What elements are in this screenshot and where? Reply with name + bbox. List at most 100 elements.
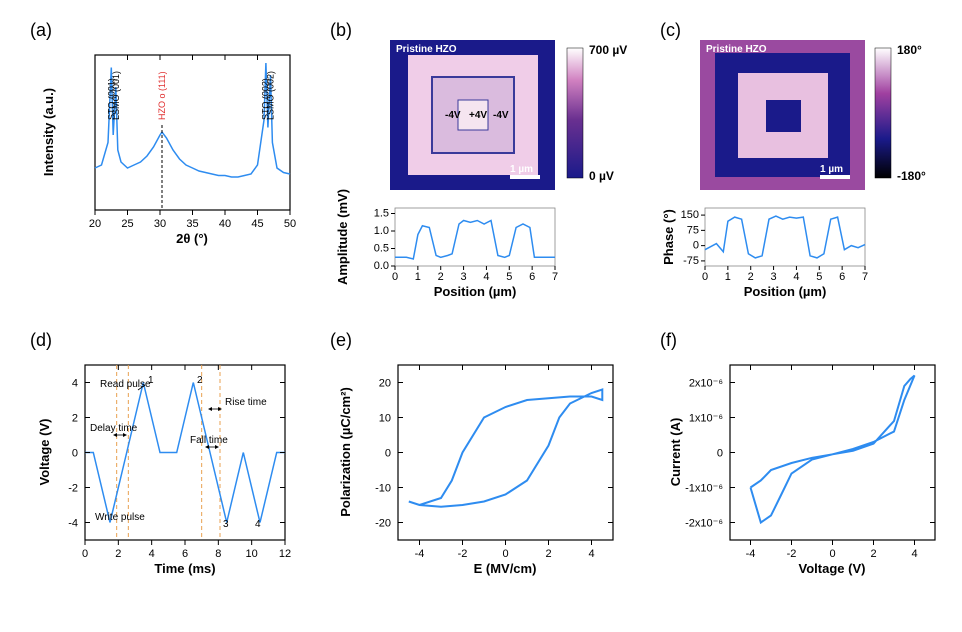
svg-text:1.5: 1.5 <box>374 208 389 220</box>
svg-text:0: 0 <box>717 448 723 460</box>
pund-n2: 2 <box>197 375 203 386</box>
svg-text:-2: -2 <box>68 483 78 495</box>
svg-text:-4: -4 <box>415 548 425 560</box>
svg-text:10: 10 <box>246 548 258 560</box>
svg-text:1: 1 <box>725 271 731 283</box>
panel-a: (a) 20253035404550 STO (001)LSMO (001)HZ… <box>30 20 320 300</box>
panel-b: (b) Pristine HZO -4V +4V -4V 1 µm <box>330 20 650 300</box>
svg-text:2: 2 <box>115 548 121 560</box>
panel-e: (e) -4-2024 -20-1001020 E (MV/cm) Polari… <box>330 330 650 610</box>
pe-xticks: -4-2024 <box>415 365 595 560</box>
phase-profile-line <box>705 216 865 258</box>
phase-xticks: 0 1 2 3 4 5 6 7 <box>702 266 868 283</box>
pfm-phase: Pristine HZO 1 µm 180° -180° <box>660 28 960 308</box>
svg-text:-75: -75 <box>683 255 699 267</box>
amp-xlabel: Position (µm) <box>434 284 517 299</box>
svg-text:HZO o (111): HZO o (111) <box>157 71 167 120</box>
svg-text:4: 4 <box>72 378 78 390</box>
svg-text:0: 0 <box>72 448 78 460</box>
svg-text:45: 45 <box>251 218 263 230</box>
panel-b-label: (b) <box>330 20 352 41</box>
svg-text:30: 30 <box>154 218 166 230</box>
cbA-bot: 0 µV <box>589 169 614 183</box>
svg-text:0: 0 <box>385 448 391 460</box>
iv-chart: -4-2024 -2x10⁻⁶-1x10⁻⁶01x10⁻⁶2x10⁻⁶ Volt… <box>660 350 960 600</box>
svg-text:50: 50 <box>284 218 296 230</box>
svg-text:6: 6 <box>182 548 188 560</box>
svg-text:0: 0 <box>82 548 88 560</box>
svg-text:150: 150 <box>681 209 699 221</box>
svg-text:8: 8 <box>215 548 221 560</box>
svg-text:75: 75 <box>687 224 699 236</box>
svg-text:7: 7 <box>862 271 868 283</box>
svg-text:-20: -20 <box>375 518 391 530</box>
svg-text:-4: -4 <box>68 518 78 530</box>
pund-ylabel: Voltage (V) <box>37 419 52 486</box>
pund-rise: Rise time <box>225 397 267 408</box>
svg-text:0.5: 0.5 <box>374 243 389 255</box>
svg-text:LSMO (001): LSMO (001) <box>111 71 121 120</box>
svg-text:-1x10⁻⁶: -1x10⁻⁶ <box>685 483 723 495</box>
pund-n4: 4 <box>255 519 261 530</box>
xrd-ylabel: Intensity (a.u.) <box>41 88 56 176</box>
svg-text:-4: -4 <box>746 548 756 560</box>
phase-ylabel: Phase (°) <box>661 209 676 265</box>
svg-text:2x10⁻⁶: 2x10⁻⁶ <box>689 378 723 390</box>
svg-text:4: 4 <box>793 271 799 283</box>
svg-text:1: 1 <box>415 271 421 283</box>
svg-text:5: 5 <box>506 271 512 283</box>
amp-profile-line <box>395 221 555 260</box>
xrd-chart: 20253035404550 STO (001)LSMO (001)HZO o … <box>30 40 310 270</box>
svg-text:3: 3 <box>771 271 777 283</box>
svg-text:5: 5 <box>816 271 822 283</box>
pe-xlabel: E (MV/cm) <box>474 561 537 576</box>
svg-text:1x10⁻⁶: 1x10⁻⁶ <box>689 413 723 425</box>
svg-text:1.0: 1.0 <box>374 225 389 237</box>
svg-text:25: 25 <box>121 218 133 230</box>
pe-ylabel: Polarization (µC/cm²) <box>338 387 353 517</box>
pund-readpulse: Read pulse <box>100 379 151 390</box>
cbP-top: 180° <box>897 43 922 57</box>
panel-f-label: (f) <box>660 330 677 351</box>
svg-text:20: 20 <box>89 218 101 230</box>
pfm-amp-title: Pristine HZO <box>396 44 457 55</box>
pe-line <box>409 390 603 507</box>
svg-text:-2: -2 <box>787 548 797 560</box>
svg-text:6: 6 <box>839 271 845 283</box>
svg-text:4: 4 <box>911 548 917 560</box>
pund-n3: 3 <box>223 519 229 530</box>
cbP-bot: -180° <box>897 169 926 183</box>
pund-chart: 024681012 -4-2024 Read pulse 1 2 3 4 Del… <box>30 350 310 600</box>
pund-write: Write pulse <box>95 512 145 523</box>
iv-yticks: -2x10⁻⁶-1x10⁻⁶01x10⁻⁶2x10⁻⁶ <box>685 378 935 530</box>
iv-xticks: -4 -2 0 2 4 <box>746 365 918 560</box>
iv-xlabel: Voltage (V) <box>799 561 866 576</box>
svg-text:2: 2 <box>438 271 444 283</box>
iv-line <box>751 376 915 523</box>
svg-text:4: 4 <box>149 548 155 560</box>
svg-text:6: 6 <box>529 271 535 283</box>
svg-text:2: 2 <box>870 548 876 560</box>
svg-text:35: 35 <box>186 218 198 230</box>
svg-text:4: 4 <box>483 271 489 283</box>
panel-c-label: (c) <box>660 20 681 41</box>
pund-delay: Delay time <box>90 423 138 434</box>
xrd-xlabel: 2θ (°) <box>176 231 208 246</box>
svg-text:0: 0 <box>702 271 708 283</box>
panel-e-label: (e) <box>330 330 352 351</box>
phase-yticks: -75 0 75 150 <box>681 209 705 267</box>
iv-ylabel: Current (A) <box>668 418 683 487</box>
pfm-v1: -4V <box>445 110 461 121</box>
svg-text:0: 0 <box>392 271 398 283</box>
figure-grid: (a) 20253035404550 STO (001)LSMO (001)HZ… <box>30 20 932 610</box>
pfm-v3: -4V <box>493 110 509 121</box>
panel-d: (d) 024681012 -4-2024 Read pulse 1 2 3 4… <box>30 330 320 610</box>
svg-text:7: 7 <box>552 271 558 283</box>
panel-a-label: (a) <box>30 20 52 41</box>
svg-text:0: 0 <box>829 548 835 560</box>
pfm-amp-scale: 1 µm <box>510 164 533 175</box>
svg-text:0: 0 <box>693 240 699 252</box>
pfm-phase-title: Pristine HZO <box>706 44 767 55</box>
svg-text:2: 2 <box>748 271 754 283</box>
panel-d-label: (d) <box>30 330 52 351</box>
